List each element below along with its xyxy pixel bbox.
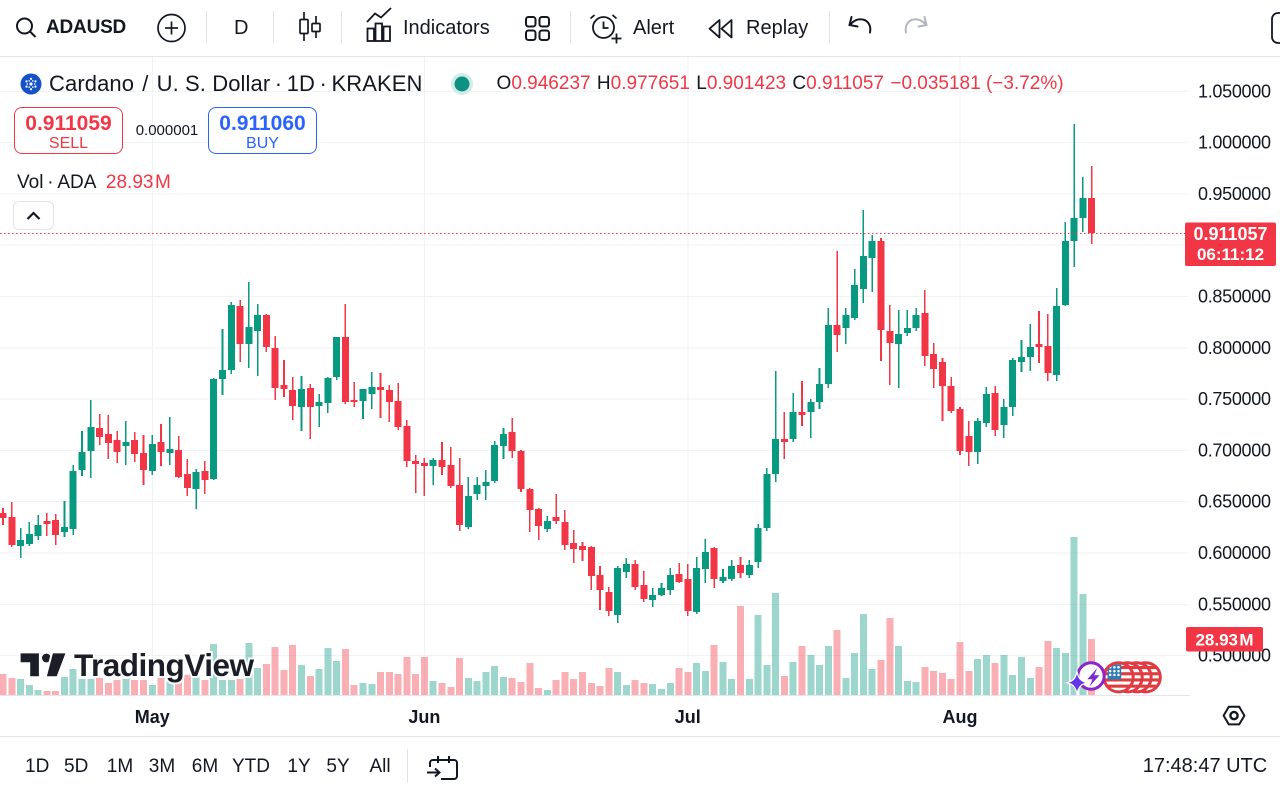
svg-text:TradingView: TradingView (74, 647, 254, 683)
svg-text:Jul: Jul (675, 707, 701, 727)
svg-text:0.550000: 0.550000 (1198, 594, 1271, 614)
svg-text:0.650000: 0.650000 (1198, 492, 1271, 512)
svg-text:0.950000: 0.950000 (1198, 184, 1271, 204)
svg-text:Jun: Jun (408, 707, 440, 727)
svg-text:0.700000: 0.700000 (1198, 440, 1271, 460)
svg-text:0.600000: 0.600000 (1198, 543, 1271, 563)
svg-text:1.050000: 1.050000 (1198, 81, 1271, 101)
svg-text:0.750000: 0.750000 (1198, 389, 1271, 409)
svg-text:May: May (135, 707, 170, 727)
svg-text:06:11:12: 06:11:12 (1197, 245, 1264, 264)
svg-text:0.911057: 0.911057 (1193, 224, 1267, 244)
svg-text:1.000000: 1.000000 (1198, 133, 1271, 153)
svg-text:0.800000: 0.800000 (1198, 338, 1271, 358)
svg-text:0.850000: 0.850000 (1198, 287, 1271, 307)
svg-text:Aug: Aug (943, 707, 978, 727)
svg-text:28.93 M: 28.93 M (1195, 631, 1253, 650)
